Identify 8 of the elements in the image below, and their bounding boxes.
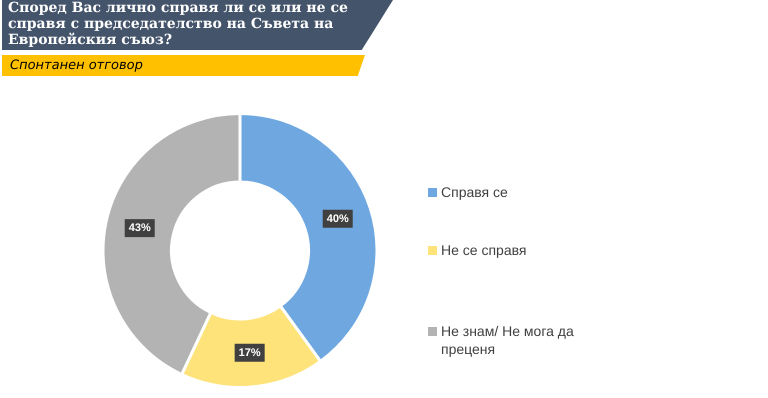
legend-label: Не знам/ Не мога да преценя: [441, 322, 575, 358]
legend-label: Справя се: [441, 183, 508, 201]
data-label: 17%: [238, 346, 261, 359]
chart-title: Според Вас лично справя ли се или не се справя с председателство на Съвета на Европейския съюз?: [2, 0, 393, 50]
data-label: 40%: [326, 212, 349, 225]
data-label: 43%: [128, 222, 151, 234]
legend-label: Не се справя: [441, 241, 526, 259]
chart-subtitle: Спонтанен отговор: [2, 55, 365, 76]
